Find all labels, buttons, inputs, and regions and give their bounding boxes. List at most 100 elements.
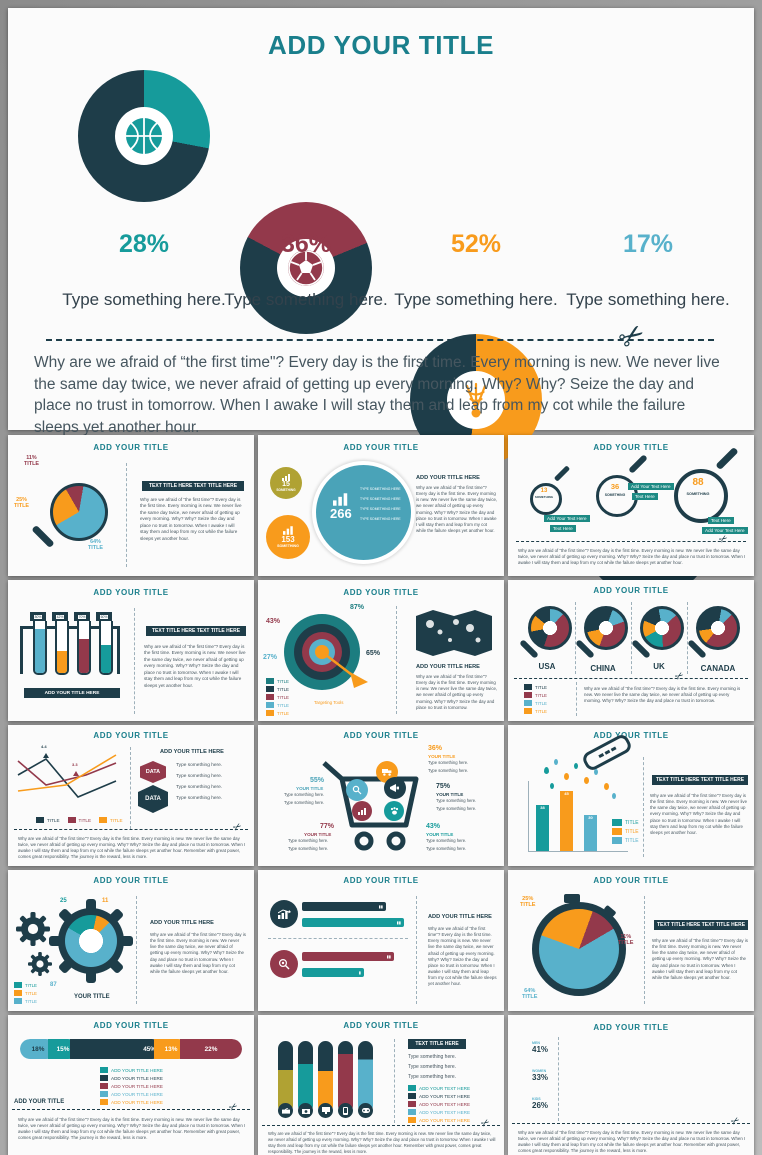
tube-rack-leg [20,626,23,674]
divider [575,602,576,674]
magnifier-icon [352,785,362,795]
legend-swatch [14,998,22,1004]
target-callout: 43% [266,618,281,625]
legend-label: TITLE [535,708,547,714]
monitor-icon [321,1107,330,1114]
test-tube [99,621,113,675]
cart-callout-line: Type something here. [426,846,467,851]
thumbnail-slide-12[interactable]: ADD YOUR TITLE 25% TITLE 11% TITLE 64% TITL… [508,870,754,1011]
capsule-icon-phone [338,1103,353,1118]
thumbnail-slide-6[interactable]: ADD YOUR TITLE USA CHINA UK CANADA ✂ TIT… [508,580,754,721]
legend-swatch [408,1085,416,1091]
divider [130,747,131,829]
text-title-banner: TEXT TITLE HERE TEXT TITLE HERE [146,626,246,636]
thumbnail-slide-2[interactable]: ADD YOUR TITLE 15 SOMETHING 153 SOMETHING … [258,435,504,576]
radio-icon [281,1107,290,1114]
growth-chart-icon [277,909,291,919]
target-circle [270,950,298,978]
x-axis [528,851,628,852]
cut-line-label: ADD YOUR TITLE [14,1099,65,1105]
thumb-title: ADD YOUR TITLE [593,876,669,885]
cart-callout-pct: 55% [310,777,325,784]
thumb-paragraph: Why are we afraid of “the first time"? E… [584,686,741,704]
thumbnail-slide-4[interactable]: ADD YOUR TITLE 80% 42% 70% 60% ADD YOUR … [8,580,254,721]
text-tag: Add Your Text Here [544,515,590,522]
stopwatch-pie-chart [532,902,626,996]
cart-callout-line: Type something here. [428,768,469,773]
thumb-paragraph: Why are we afraid of “the first time"? E… [18,836,246,860]
thumbnail-slide-9[interactable]: ADD YOUR TITLE 38 45 30 TITLE TITLE TITL… [508,725,754,866]
section-heading: ADD YOUR TITLE HERE [428,914,492,920]
thumb-title: ADD YOUR TITLE [343,1021,419,1030]
scissors-icon: ✂ [479,1116,493,1131]
legend-label: TITLE [25,982,37,988]
legend-label: TITLE [25,998,37,1004]
thumbnail-slide-11[interactable]: ADD YOUR TITLE ▮▮ ▮▮ ▮▮ ▮ ADD YOUR TITLE… [258,870,504,1011]
thumbnail-slide-14[interactable]: ADD YOUR TITLE TEXT TITLE HERE Type some… [258,1015,504,1155]
tube-mark [597,753,604,759]
text-tag: Add Your Text Here [628,483,674,490]
chart-annotation: 4.4 [41,744,47,749]
cart-callout-title: YOUR TITLE [296,786,324,791]
cart-callout-title: YOUR TITLE [436,792,464,797]
magnifier-sub: SOMETHING [686,492,710,496]
legend-swatch [408,1117,416,1123]
cart-callout-line: Type something here. [428,760,469,765]
text-title-badge: TEXT TITLE HERE [408,1039,466,1049]
stacked-bar: 18% 15% 45% 13% 22% [20,1039,242,1059]
main-slide-title: ADD YOUR TITLE [267,30,495,60]
thumb-title: ADD YOUR TITLE [93,731,169,740]
thumb-title: ADD YOUR TITLE [593,731,669,740]
thumb-paragraph: Why are we afraid of “the first time"? E… [144,644,246,688]
thumb-paragraph: Why are we afraid of “the first time"? E… [652,938,748,980]
scissors-icon: ✂ [673,669,687,684]
truck-icon [381,769,391,776]
thumbnail-slide-7[interactable]: ADD YOUR TITLE 4.4 3.3 TITLE TITLE TITLE… [8,725,254,866]
country-label: CANADA [700,664,736,673]
legend-swatch [524,684,532,690]
divider [396,606,397,714]
country-label: UK [653,662,665,671]
country-donut-china [584,606,628,650]
magnifier-pie-chart [50,483,108,541]
thumbnail-slide-5[interactable]: ADD YOUR TITLE 87% 43% 27% 65% Targeting… [258,580,504,721]
legend-swatch [408,1109,416,1115]
text-tag: Text Here [632,493,658,500]
stat-circle-large: 266 TYPE SOMETHING HERE TYPE SOMETHING H… [316,465,411,560]
text-tag: Text Here [550,525,576,532]
legend-swatch [612,819,622,826]
pie-label: 64% TITLE [88,539,103,552]
target-callout: 65% [366,650,381,657]
legend-swatch [67,817,76,823]
donut-percent: 28% [118,230,170,258]
thumbnail-slide-3[interactable]: ADD YOUR TITLE 13 SOMETHING Add Your Tex… [508,435,754,576]
bar-chart-icon [281,474,290,481]
thumbnail-slide-8[interactable]: ADD YOUR TITLE 36% YOUR TITLE Type somet… [258,725,504,866]
divider [134,608,135,714]
legend: ADD YOUR TEXT HERE ADD YOUR TEXT HERE AD… [408,1085,470,1125]
thumb-paragraph: Why are we afraid of “the first time"? E… [416,485,498,534]
thumbnail-slide-15[interactable]: ADD YOUR TITLE MEN 41% WOMEN 33% KIDS 26… [508,1015,754,1155]
donut-caption: Type something here. [394,290,558,309]
legend-swatch [266,678,274,684]
tube-mark [610,746,617,752]
legend-label: TITLE [535,700,547,706]
paw-icon [390,806,398,815]
gamepad-icon [361,1108,370,1113]
hbar: ▮▮ [302,952,394,961]
legend-swatch [99,817,108,823]
thumb-title: ADD YOUR TITLE [593,443,669,452]
thumbnail-slide-1[interactable]: ADD YOUR TITLE 11% TITLE 25% TITLE 64% TITL… [8,435,254,576]
gear-value: 11 [102,898,109,904]
cart-callout-line: Type something here. [436,806,477,811]
legend-label: ADD YOUR TEXT HERE [419,1101,471,1107]
bar-segment: 45% [70,1039,162,1059]
text-tag: Add Your Text Here [702,527,748,534]
tube-cap: 80% [30,612,46,621]
thumbnail-slide-13[interactable]: ADD YOUR TITLE 18% 15% 45% 13% 22% ADD Y… [8,1015,254,1155]
thumbnail-slide-10[interactable]: ADD YOUR TITLE 25 11 87 YOUR TITLE TITLE… [8,870,254,1011]
donut-hole [277,239,335,297]
legend-swatch [408,1101,416,1107]
dashed-cut-line [14,829,248,830]
cart-callout-line: Type something here. [288,838,329,843]
